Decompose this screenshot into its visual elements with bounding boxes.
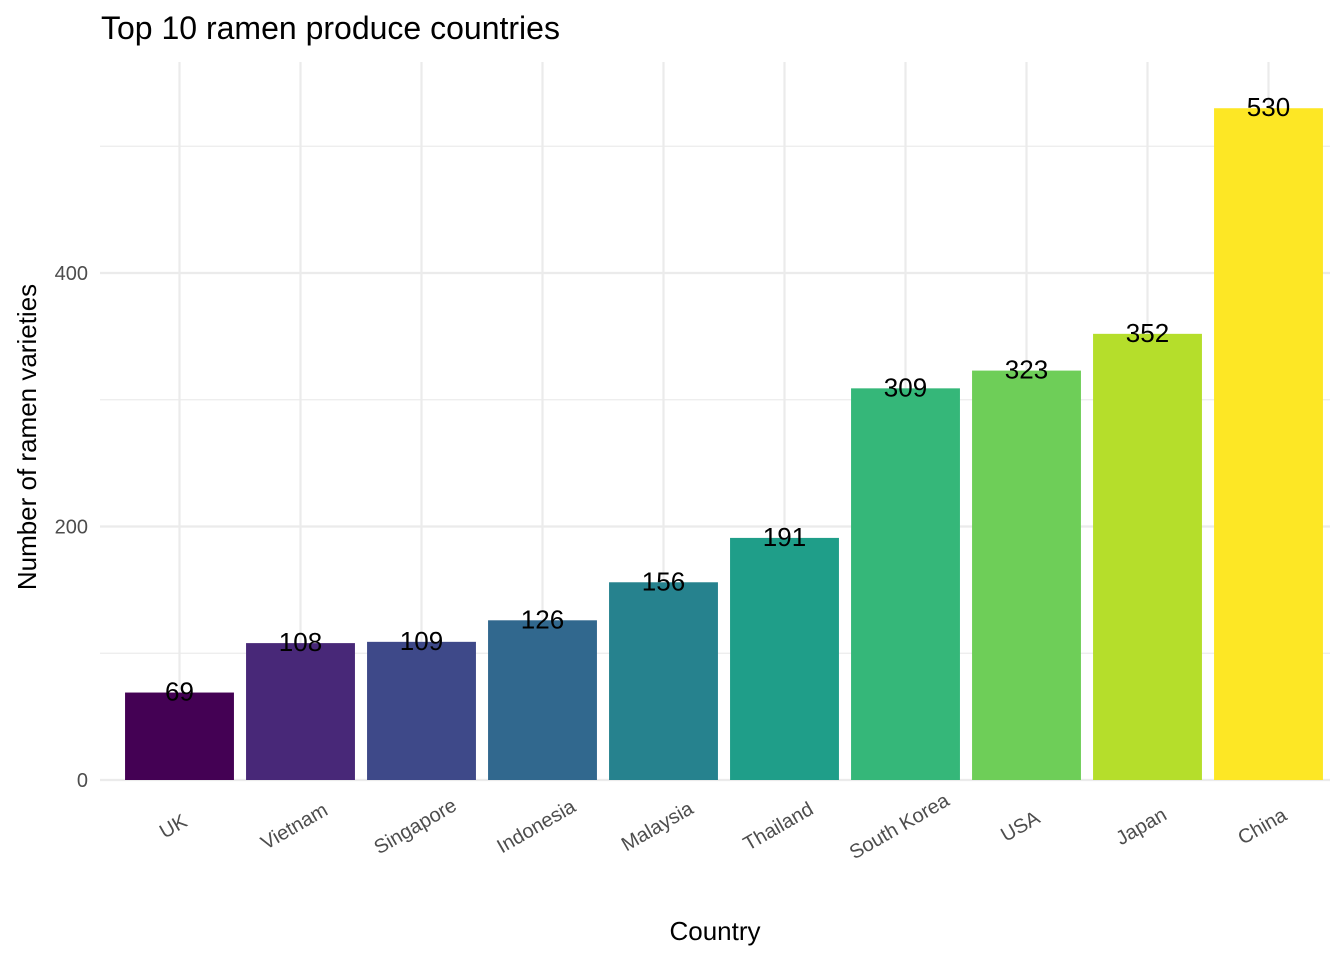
data-label: 530 bbox=[1247, 92, 1290, 122]
bar bbox=[972, 370, 1081, 780]
bar bbox=[125, 692, 234, 780]
bar bbox=[1214, 108, 1323, 781]
data-labels: 69 108 109 126 156 191 309 323 352 530 bbox=[165, 92, 1290, 706]
bar bbox=[730, 537, 839, 780]
data-label: 108 bbox=[279, 627, 322, 657]
x-tick-label: Thailand bbox=[740, 798, 817, 855]
bar bbox=[851, 388, 960, 780]
data-label: 191 bbox=[763, 522, 806, 552]
bar bbox=[1093, 333, 1202, 780]
data-label: 126 bbox=[521, 604, 564, 634]
data-label: 69 bbox=[165, 677, 194, 707]
x-axis-ticks: UK Vietnam Singapore Indonesia Malaysia Thail… bbox=[156, 789, 1291, 864]
data-label: 156 bbox=[642, 566, 685, 596]
y-tick-label: 400 bbox=[55, 263, 88, 285]
x-tick-label: Japan bbox=[1112, 804, 1170, 850]
y-axis-title: Number of ramen varieties bbox=[12, 284, 42, 590]
x-tick-label: UK bbox=[156, 810, 192, 843]
y-axis-ticks: 0 200 400 bbox=[55, 263, 88, 792]
bar bbox=[488, 620, 597, 780]
x-axis-title: Country bbox=[669, 916, 760, 946]
x-tick-label: South Korea bbox=[846, 789, 954, 864]
x-tick-label: Vietnam bbox=[257, 799, 331, 855]
x-tick-label: USA bbox=[997, 807, 1044, 847]
data-label: 352 bbox=[1126, 318, 1169, 348]
data-label: 109 bbox=[400, 626, 443, 656]
bar bbox=[367, 641, 476, 780]
chart-title: Top 10 ramen produce countries bbox=[101, 10, 560, 46]
bar bbox=[609, 582, 718, 780]
bar bbox=[246, 643, 355, 780]
bars bbox=[125, 108, 1323, 781]
x-tick-label: Malaysia bbox=[618, 797, 698, 856]
y-tick-label: 200 bbox=[55, 517, 88, 539]
x-tick-label: China bbox=[1234, 804, 1291, 850]
data-label: 309 bbox=[884, 372, 927, 402]
x-tick-label: Singapore bbox=[371, 794, 461, 859]
x-tick-label: Indonesia bbox=[493, 795, 580, 858]
data-label: 323 bbox=[1005, 355, 1048, 385]
y-tick-label: 0 bbox=[77, 770, 88, 792]
